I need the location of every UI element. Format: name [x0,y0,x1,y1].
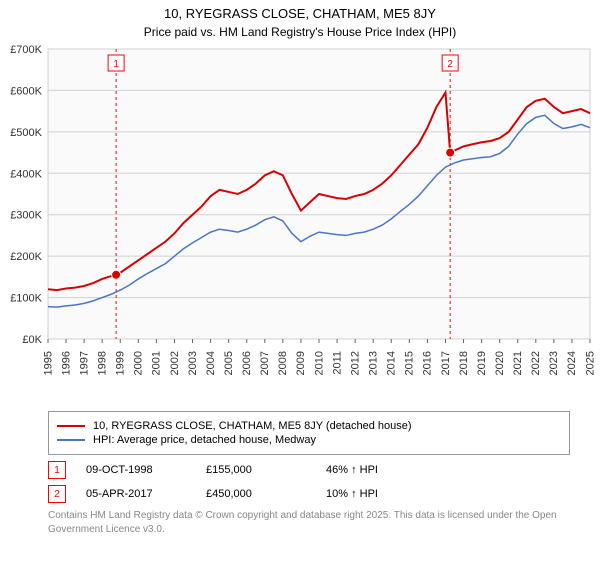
legend-row: HPI: Average price, detached house, Medw… [57,434,561,446]
legend-row: 10, RYEGRASS CLOSE, CHATHAM, ME5 8JY (de… [57,420,561,432]
marker-dot-1 [112,270,121,279]
svg-text:2014: 2014 [386,351,398,375]
legend: 10, RYEGRASS CLOSE, CHATHAM, ME5 8JY (de… [48,411,570,455]
svg-text:1: 1 [113,59,119,70]
svg-text:2024: 2024 [566,351,578,375]
svg-text:1995: 1995 [42,351,54,375]
svg-text:2: 2 [447,59,453,70]
event-pct: 46% ↑ HPI [326,464,446,476]
svg-text:£0K: £0K [22,334,42,346]
svg-text:2025: 2025 [584,351,596,375]
marker-dot-2 [446,148,455,157]
svg-text:2013: 2013 [368,351,380,375]
svg-text:2019: 2019 [476,351,488,375]
svg-text:2010: 2010 [313,351,325,375]
legend-label: 10, RYEGRASS CLOSE, CHATHAM, ME5 8JY (de… [93,420,412,432]
event-price: £155,000 [206,464,326,476]
price-chart: £0K £100K £200K £300K £400K £500K £600K £700K 1 2… [0,39,600,409]
svg-text:2006: 2006 [241,351,253,375]
svg-text:2003: 2003 [187,351,199,375]
legend-label: HPI: Average price, detached house, Medw… [93,434,316,446]
svg-text:£400K: £400K [10,168,42,180]
svg-text:2022: 2022 [530,351,542,375]
svg-text:2023: 2023 [548,351,560,375]
event-pct: 10% ↑ HPI [326,488,446,500]
svg-text:2009: 2009 [295,351,307,375]
svg-text:2001: 2001 [151,351,163,375]
svg-text:2016: 2016 [422,351,434,375]
svg-text:£200K: £200K [10,251,42,263]
page-title: 10, RYEGRASS CLOSE, CHATHAM, ME5 8JY [0,6,600,21]
svg-text:2018: 2018 [458,351,470,375]
legend-swatch [57,425,85,427]
event-num: 2 [48,485,66,503]
svg-text:2011: 2011 [331,351,343,375]
svg-text:2002: 2002 [169,351,181,375]
svg-text:1999: 1999 [115,351,127,375]
event-date: 09-OCT-1998 [86,464,206,476]
chart-svg: £0K £100K £200K £300K £400K £500K £600K £700K 1 2… [0,39,600,409]
svg-text:2021: 2021 [512,351,524,375]
svg-text:1997: 1997 [78,351,90,375]
svg-text:1996: 1996 [60,351,72,375]
svg-text:2015: 2015 [404,351,416,375]
page-subtitle: Price paid vs. HM Land Registry's House … [0,25,600,39]
event-list: 1 09-OCT-1998£155,00046% ↑ HPI 2 05-APR-201… [48,461,570,503]
svg-text:2017: 2017 [440,351,452,375]
event-price: £450,000 [206,488,326,500]
svg-text:£700K: £700K [10,44,42,56]
svg-text:£500K: £500K [10,127,42,139]
footnote: Contains HM Land Registry data © Crown c… [48,509,570,536]
legend-swatch [57,439,85,441]
svg-text:£100K: £100K [10,293,42,305]
svg-text:2000: 2000 [133,351,145,375]
svg-text:2004: 2004 [205,351,217,375]
svg-text:2005: 2005 [223,351,235,375]
svg-text:1998: 1998 [96,351,108,375]
svg-text:2007: 2007 [259,351,271,375]
event-row: 1 09-OCT-1998£155,00046% ↑ HPI [48,461,570,479]
event-row: 2 05-APR-2017£450,00010% ↑ HPI [48,485,570,503]
svg-text:2020: 2020 [494,351,506,375]
svg-text:2008: 2008 [277,351,289,375]
event-num: 1 [48,461,66,479]
event-date: 05-APR-2017 [86,488,206,500]
svg-text:£600K: £600K [10,85,42,97]
svg-text:2012: 2012 [349,351,361,375]
svg-text:£300K: £300K [10,210,42,222]
